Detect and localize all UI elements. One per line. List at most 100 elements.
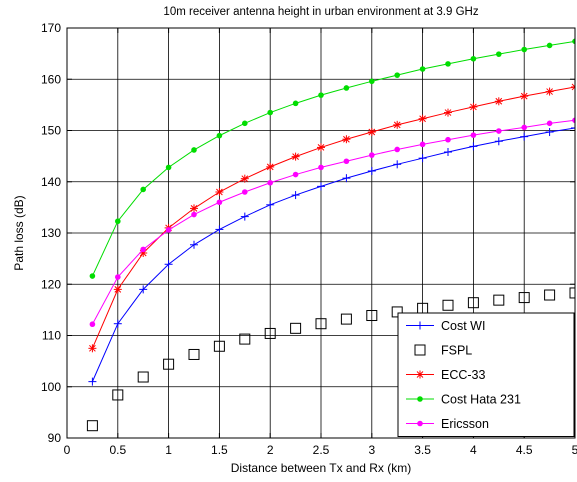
data-point-fspl xyxy=(518,292,530,304)
data-point-ecc-33 xyxy=(494,97,503,106)
marker-stroke xyxy=(368,128,376,136)
data-point-cost-wi xyxy=(291,191,300,200)
series-cost-wi xyxy=(88,123,575,386)
data-point-cost-wi xyxy=(317,182,325,191)
data-point-ericsson xyxy=(216,199,223,206)
data-point-cost-hata-231 xyxy=(470,55,477,62)
marker-stroke xyxy=(241,175,249,183)
data-point-ericsson xyxy=(572,117,575,124)
y-tick-label: 120 xyxy=(41,277,61,291)
data-point-fspl xyxy=(391,306,403,318)
y-tick-label: 160 xyxy=(41,72,61,86)
data-point-ecc-33 xyxy=(113,285,122,294)
data-point-cost-wi xyxy=(266,200,275,209)
data-point-cost-wi xyxy=(545,128,554,137)
data-point-ericsson xyxy=(394,146,401,153)
data-point-ecc-33 xyxy=(215,188,224,196)
marker-stroke xyxy=(343,135,350,143)
data-point-fspl xyxy=(213,340,225,352)
data-point-cost-hata-231 xyxy=(140,186,146,193)
legend-label: Ericsson xyxy=(441,417,489,431)
legend-label: Cost Hata 231 xyxy=(441,393,521,407)
data-point-cost-wi xyxy=(393,160,402,169)
marker-stroke xyxy=(470,103,477,111)
data-point-cost-hata-231 xyxy=(419,66,426,72)
data-point-fspl xyxy=(163,358,175,370)
data-point-fspl xyxy=(366,310,378,322)
y-tick-label: 140 xyxy=(41,175,61,189)
data-point-ecc-33 xyxy=(342,135,351,144)
data-point-fspl xyxy=(467,297,479,309)
data-point-cost-wi xyxy=(139,285,148,294)
data-point-cost-hata-231 xyxy=(369,78,375,85)
data-point-ericsson xyxy=(89,321,96,328)
marker-stroke xyxy=(292,153,299,160)
data-point-cost-wi xyxy=(240,212,249,221)
legend-marker xyxy=(416,321,424,330)
data-point-cost-wi xyxy=(469,142,478,151)
data-point-cost-wi xyxy=(418,154,427,163)
marker-stroke xyxy=(419,115,426,123)
data-point-fspl xyxy=(442,299,454,311)
x-tick-label: 0.5 xyxy=(109,443,126,457)
data-point-cost-hata-231 xyxy=(165,164,172,171)
series-layer xyxy=(86,38,575,432)
data-point-cost-hata-231 xyxy=(394,72,401,78)
legend-label: ECC-33 xyxy=(441,368,486,382)
x-tick-label: 3 xyxy=(368,443,375,457)
data-point-cost-wi xyxy=(88,377,97,386)
data-point-ericsson xyxy=(445,136,451,143)
marker-stroke xyxy=(571,83,575,88)
data-point-ericsson xyxy=(140,246,146,253)
data-point-fspl xyxy=(86,420,98,432)
series-ecc-33 xyxy=(88,82,575,353)
series-ericsson xyxy=(89,117,575,328)
y-tick-label: 170 xyxy=(41,21,61,35)
legend-label: Cost WI xyxy=(441,319,485,333)
series-line-cost-wi xyxy=(91,127,575,382)
y-axis-ticks: 90 100 110 120 130 140 150 160 170 xyxy=(41,21,575,445)
x-axis-ticks: 0 0.5 1 1.5 2 2.5 3 3.5 4 4.5 5 xyxy=(64,28,577,457)
data-point-fspl xyxy=(264,327,276,339)
marker-stroke xyxy=(190,205,198,212)
data-point-fspl xyxy=(315,318,327,330)
data-point-ericsson xyxy=(369,152,375,158)
y-tick-label: 130 xyxy=(41,226,61,240)
data-point-fspl xyxy=(569,287,575,299)
legend-marker xyxy=(417,396,423,402)
data-point-ericsson xyxy=(546,120,553,127)
plot-frame xyxy=(66,27,576,439)
chart-title: 10m receiver antenna height in urban env… xyxy=(163,6,478,18)
marker-stroke xyxy=(495,97,503,105)
data-point-ericsson xyxy=(496,128,502,134)
marker-stroke xyxy=(393,121,401,129)
marker-stroke xyxy=(571,86,575,91)
data-point-cost-hata-231 xyxy=(445,61,451,67)
data-point-cost-wi xyxy=(342,174,351,183)
data-point-ericsson xyxy=(242,189,248,195)
series-line-ericsson xyxy=(91,119,575,325)
data-point-ericsson xyxy=(470,132,477,138)
data-point-ecc-33 xyxy=(291,152,300,161)
data-point-ecc-33 xyxy=(418,114,427,123)
data-point-cost-hata-231 xyxy=(572,38,575,45)
x-tick-label: 1.5 xyxy=(211,443,228,457)
legend-item-fspl: FSPL xyxy=(414,344,472,358)
data-point-cost-wi xyxy=(520,132,529,141)
x-tick-label: 0 xyxy=(64,443,71,457)
data-point-ecc-33 xyxy=(190,204,198,213)
data-point-fspl xyxy=(239,333,251,345)
data-point-ecc-33 xyxy=(444,108,452,117)
legend-item-ecc-33: ECC-33 xyxy=(406,368,486,382)
data-point-cost-wi xyxy=(367,166,376,175)
data-point-fspl xyxy=(188,348,200,360)
x-tick-label: 2.5 xyxy=(313,443,330,457)
data-point-ecc-33 xyxy=(571,82,575,91)
y-tick-label: 90 xyxy=(48,431,62,445)
data-point-cost-hata-231 xyxy=(89,273,96,279)
data-point-cost-wi xyxy=(190,240,198,249)
data-point-fspl xyxy=(340,313,352,325)
y-tick-label: 100 xyxy=(41,380,61,394)
data-point-cost-hata-231 xyxy=(521,46,527,53)
